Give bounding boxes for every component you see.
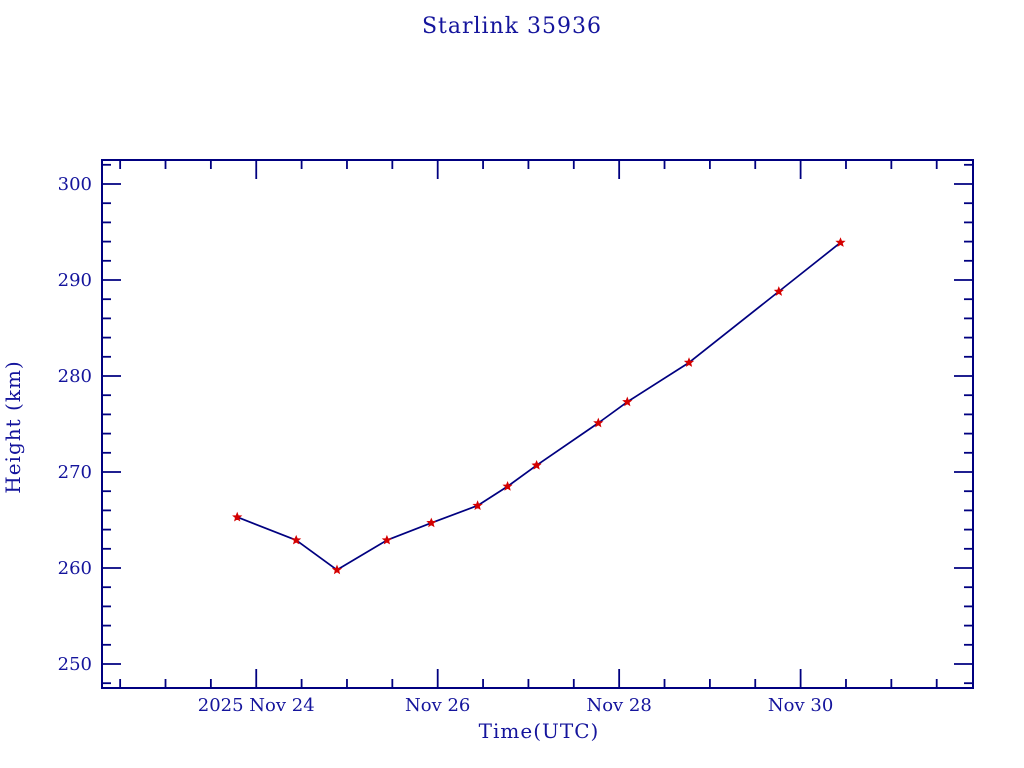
- x-tick-label: Nov 28: [586, 695, 651, 716]
- data-point-marker: [773, 286, 784, 296]
- data-point-marker: [426, 517, 437, 528]
- x-axis-label: Time(UTC): [478, 719, 600, 743]
- data-point-marker: [232, 511, 243, 522]
- y-axis-label: Height (km): [1, 360, 25, 494]
- y-tick-label: 280: [58, 366, 92, 387]
- data-point-marker: [835, 237, 846, 247]
- data-point-marker: [381, 534, 393, 545]
- x-tick-label: 2025 Nov 24: [198, 695, 315, 716]
- data-point-marker: [531, 459, 542, 470]
- y-tick-label: 270: [58, 462, 92, 483]
- y-tick-label: 260: [58, 558, 92, 579]
- data-point-marker: [331, 564, 343, 575]
- data-point-marker: [291, 534, 302, 545]
- y-tick-label: 300: [58, 174, 92, 195]
- data-point-marker: [472, 500, 483, 510]
- data-point-marker: [593, 417, 604, 428]
- data-line: [236, 241, 842, 571]
- data-point-marker: [622, 396, 633, 407]
- x-tick-label: Nov 30: [768, 695, 833, 716]
- plot-box: [101, 159, 974, 689]
- data-point-marker: [502, 481, 513, 491]
- y-tick-label: 290: [58, 270, 92, 291]
- x-tick-label: Nov 26: [405, 695, 470, 716]
- chart-title: Starlink 35936: [421, 14, 603, 39]
- y-tick-label: 250: [58, 654, 92, 675]
- data-point-marker: [683, 357, 695, 367]
